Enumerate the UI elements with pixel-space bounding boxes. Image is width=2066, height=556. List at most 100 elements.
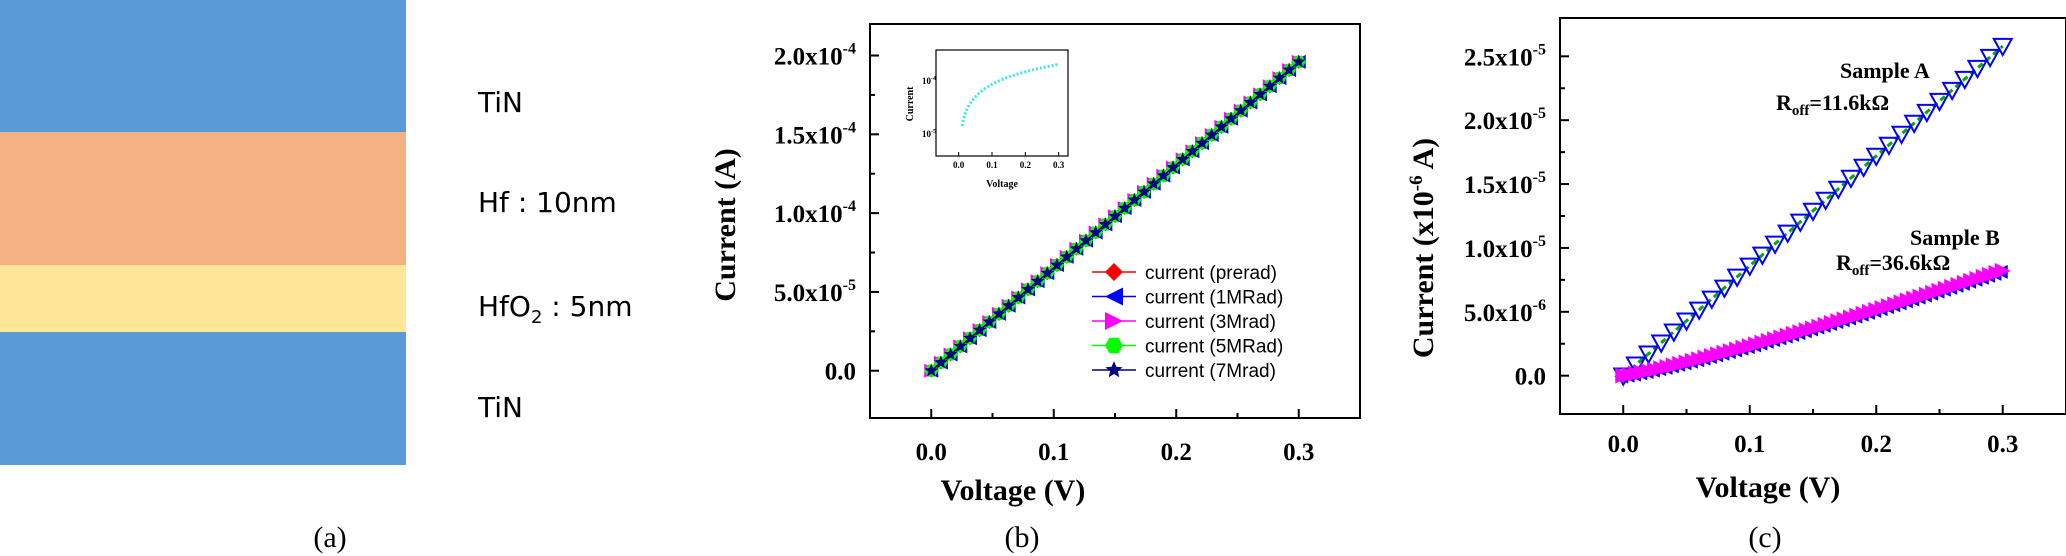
data-point	[972, 323, 987, 336]
data-point	[1840, 169, 1862, 189]
y-tick-mantissa-c: 2.5x10	[1464, 44, 1533, 71]
inset-ytick-2: 10-5	[922, 129, 936, 139]
data-point	[1789, 213, 1812, 233]
data-point	[1890, 125, 1913, 146]
label-hfo2-main: HfO	[478, 290, 531, 323]
data-point	[934, 355, 948, 369]
data-point	[1650, 334, 1672, 354]
data-point	[1637, 345, 1660, 365]
data-point	[1272, 71, 1287, 84]
data-point	[1195, 136, 1209, 149]
data-point	[1852, 158, 1875, 179]
roff-b-rest: =36.6kΩ	[1869, 250, 1950, 275]
roff-b-sub: off	[1852, 263, 1870, 279]
y-axis-label-b: Current (A)	[709, 148, 742, 302]
y-tick-mantissa-b: 5.0x10	[774, 280, 843, 307]
y-tick-label-b: 2.0x10-4	[774, 41, 856, 71]
data-point	[1739, 257, 1761, 277]
data-point	[1928, 92, 1951, 113]
y-tick-exponent-c: -5	[1533, 41, 1546, 58]
inset-ytick-1-e: -4	[931, 76, 936, 82]
y-tick-label-c: 1.5x10-5	[1464, 169, 1546, 199]
data-point	[1243, 95, 1258, 109]
data-point	[1764, 235, 1786, 255]
data-point	[1663, 323, 1685, 343]
roff-b-main: R	[1836, 250, 1853, 275]
series-current-7mrad-	[924, 54, 1306, 377]
y-tick-exponent-b: -4	[843, 119, 856, 136]
y-tick-exponent-c: -5	[1533, 233, 1546, 250]
panel-b: 0.0 0.1 0.2 0.3 0.05.0x10-51.0x10-41.5x10-4…	[709, 23, 1361, 554]
data-point	[1263, 79, 1277, 92]
y-tick-mantissa-b: 0.0	[825, 359, 856, 386]
annotation-roff-b: Roff=36.6kΩ	[1836, 250, 1950, 279]
data-point	[1994, 262, 2011, 279]
data-point	[1865, 147, 1887, 168]
x-axis-label-c: Voltage (V)	[1696, 471, 1841, 504]
data-point	[1050, 258, 1064, 271]
data-point	[992, 306, 1006, 320]
y-axis-label-c: Current (x10-6 A)	[1406, 138, 1440, 358]
caption-a: (a)	[313, 521, 346, 554]
data-point	[1675, 312, 1698, 332]
data-point	[1040, 266, 1054, 279]
x-axis-ticks-b: 0.0 0.1 0.2 0.3	[916, 409, 1314, 466]
data-point	[1814, 191, 1837, 211]
data-point	[943, 347, 958, 361]
y-tick-label-b: 1.0x10-4	[774, 198, 856, 228]
data-point	[1282, 62, 1296, 76]
data-point	[1137, 184, 1151, 198]
data-point	[1903, 114, 1925, 135]
data-point	[1030, 274, 1045, 287]
data-point	[963, 331, 977, 344]
data-point	[1916, 103, 1938, 124]
data-point	[1059, 249, 1074, 263]
data-point	[1089, 225, 1103, 239]
data-point	[1966, 59, 1989, 80]
data-point	[1127, 193, 1141, 206]
data-point	[1701, 290, 1723, 310]
layer-tin-top	[0, 0, 406, 132]
y-tick-mantissa-b: 2.0x10	[774, 44, 843, 71]
x-tick-label-c: 0.2	[1861, 431, 1892, 458]
label-tin-top: TiN	[477, 86, 523, 119]
y-tick-mantissa-c: 1.0x10	[1464, 236, 1533, 263]
x-tick-label-b: 0.0	[916, 439, 947, 466]
annotation-sample-a: Sample A	[1840, 58, 1930, 83]
data-point	[953, 339, 967, 352]
data-point	[924, 363, 938, 377]
x-tick-label-c: 0.0	[1608, 431, 1639, 458]
legend-marker	[1105, 287, 1123, 306]
roff-a-rest: =11.6kΩ	[1809, 90, 1889, 115]
data-point	[1777, 224, 1799, 244]
legend-label: current (5MRad)	[1145, 337, 1283, 358]
series-sample-a	[1612, 37, 2014, 387]
label-hfo2: HfO2 : 5nm	[478, 290, 632, 328]
inset-ytick-1: 10-4	[922, 76, 936, 86]
legend-marker	[1105, 263, 1123, 281]
y-tick-exponent-c: -5	[1533, 169, 1546, 186]
y-tick-label-c: 0.0	[1515, 364, 1546, 391]
y-tick-mantissa-c: 2.0x10	[1464, 108, 1533, 135]
y-tick-exponent-b: -4	[843, 41, 856, 58]
series-sample-b	[1614, 262, 2011, 384]
layer-hf	[0, 132, 406, 265]
data-point	[1954, 70, 1976, 91]
data-point	[1224, 111, 1238, 125]
series-group-c	[1612, 37, 2014, 387]
inset-curve	[960, 62, 1059, 127]
y-tick-label-b: 0.0	[825, 359, 856, 386]
y-axis-label-c-exp: -6	[1406, 175, 1427, 191]
y-tick-mantissa-b: 1.5x10	[774, 122, 843, 149]
x-tick-label-c: 0.1	[1734, 431, 1765, 458]
label-hfo2-sub: 2	[531, 307, 542, 328]
data-point	[1011, 290, 1025, 304]
data-point	[1156, 168, 1171, 182]
layer-tin-bottom	[0, 332, 406, 465]
inset-x-tick-label: 0.3	[1053, 160, 1065, 170]
plot-frame-c	[1559, 17, 2066, 415]
data-point	[1079, 233, 1093, 247]
data-point	[1147, 176, 1161, 190]
data-point	[1021, 282, 1035, 296]
data-point	[1118, 201, 1132, 214]
